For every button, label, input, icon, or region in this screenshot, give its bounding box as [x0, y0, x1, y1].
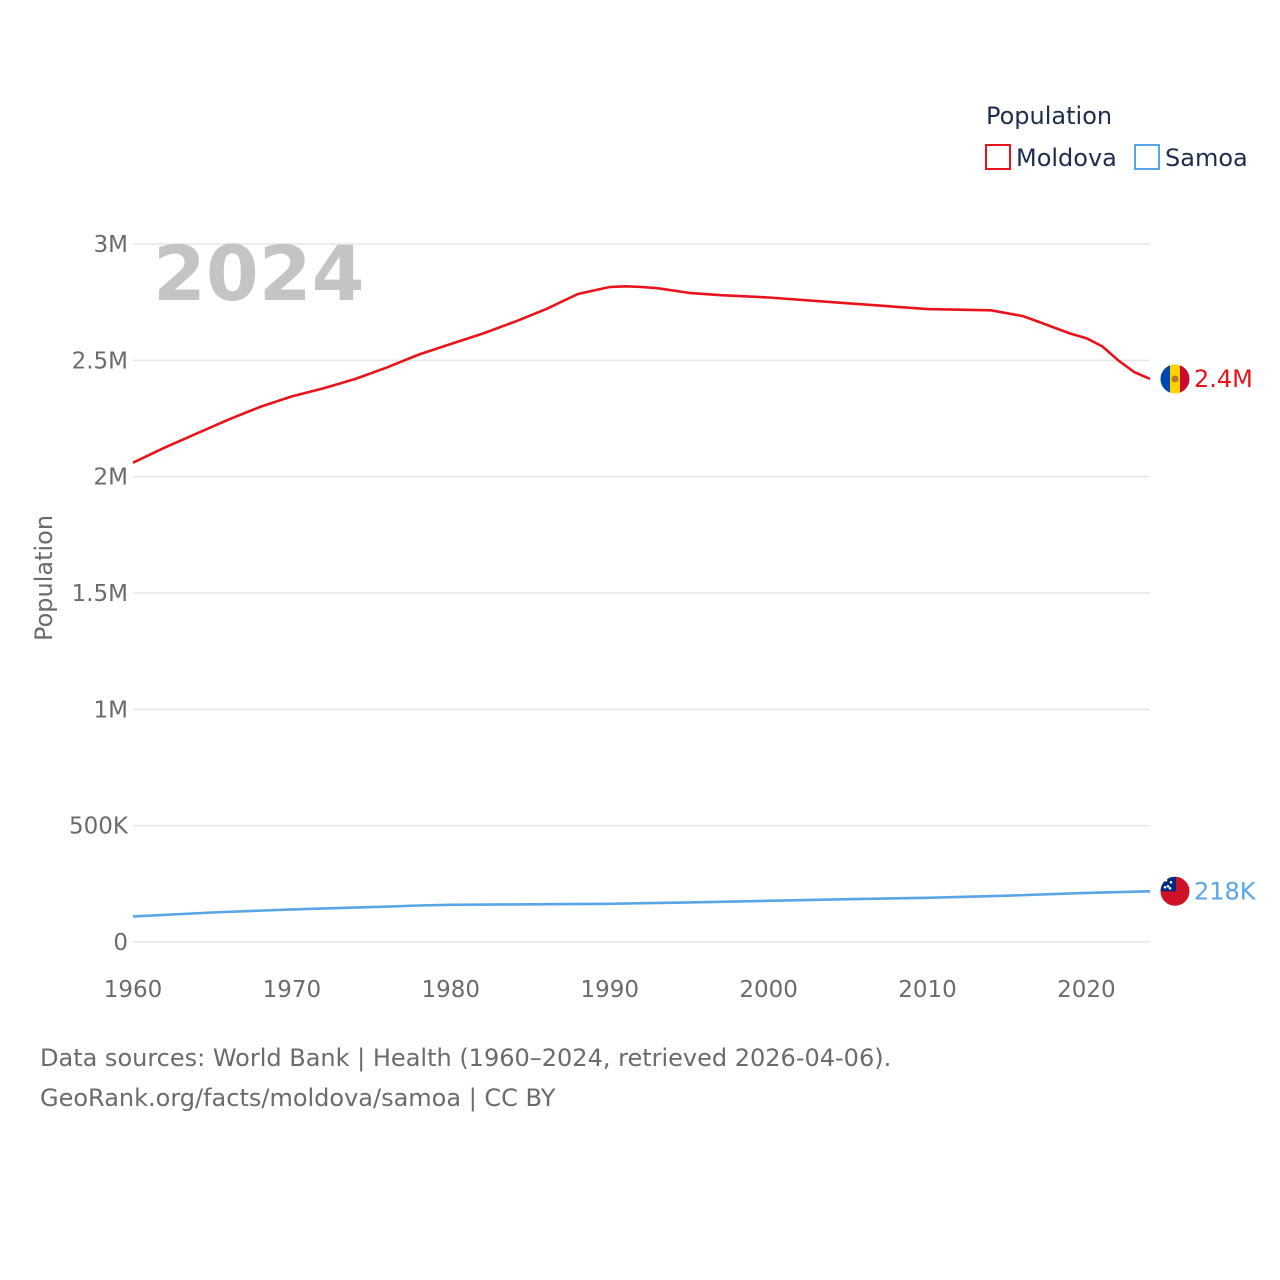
x-axis-ticks: 1960 1970 1980 1990 2000 2010 2020: [104, 977, 1116, 1003]
source-line-2: GeoRank.org/facts/moldova/samoa | CC BY: [40, 1084, 556, 1112]
end-value-label-samoa: 218K: [1194, 877, 1257, 905]
legend-title: Population: [986, 102, 1112, 130]
x-tick-label: 1960: [104, 977, 163, 1003]
gridlines: [133, 243, 1150, 943]
y-tick-label: 1.5M: [72, 581, 128, 607]
y-axis-title: Population: [30, 515, 58, 641]
legend-item-moldova[interactable]: Moldova: [985, 144, 1117, 172]
y-tick-label: 1M: [94, 697, 128, 723]
series-end-markers: 2.4M 218K: [1159, 363, 1257, 907]
legend-swatch-samoa: [1134, 144, 1160, 170]
year-watermark: 2024: [153, 229, 365, 318]
legend-swatch-moldova: [985, 144, 1011, 170]
legend-label-samoa: Samoa: [1165, 144, 1248, 172]
moldova-flag-icon: [1160, 363, 1190, 394]
legend-label-moldova: Moldova: [1016, 144, 1117, 172]
y-tick-label: 0: [113, 930, 128, 956]
y-tick-label: 3M: [94, 232, 128, 258]
series-line-samoa: [132, 890, 1151, 918]
y-tick-label: 2M: [94, 465, 128, 491]
x-tick-label: 1980: [422, 977, 481, 1003]
x-tick-label: 2000: [739, 977, 798, 1003]
x-tick-label: 2020: [1057, 977, 1116, 1003]
x-tick-label: 1990: [580, 977, 639, 1003]
flag-ring: [1159, 363, 1191, 395]
y-tick-label: 2.5M: [72, 348, 128, 374]
y-tick-label: 500K: [69, 814, 129, 840]
legend: Population Moldova Samoa: [985, 102, 1248, 172]
series-lines: [132, 285, 1151, 918]
source-line-1: Data sources: World Bank | Health (1960–…: [40, 1044, 892, 1072]
x-tick-label: 1970: [263, 977, 322, 1003]
legend-item-samoa[interactable]: Samoa: [1134, 144, 1248, 172]
x-tick-label: 2010: [898, 977, 957, 1003]
y-axis-ticks: 0 500K 1M 1.5M 2M 2.5M 3M: [69, 232, 129, 956]
series-line-moldova: [132, 285, 1151, 464]
flag-ring: [1159, 875, 1191, 907]
end-value-label-moldova: 2.4M: [1194, 365, 1253, 393]
